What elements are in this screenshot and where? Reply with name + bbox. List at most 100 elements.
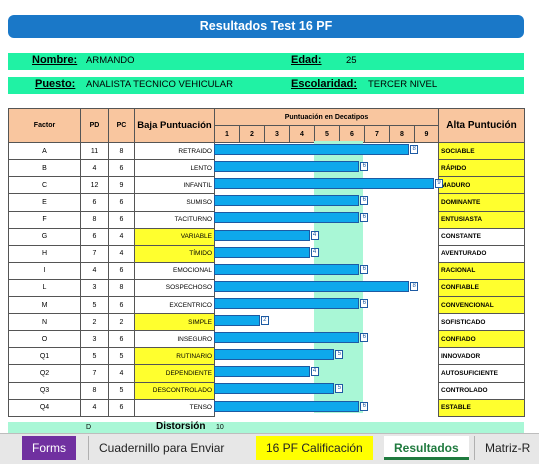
factor-cell[interactable]: O xyxy=(8,330,81,349)
pd-cell[interactable]: 6 xyxy=(80,193,109,212)
pc-cell[interactable]: 6 xyxy=(108,296,135,315)
escolaridad-value[interactable]: TERCER NIVEL xyxy=(368,79,438,90)
pc-cell[interactable]: 4 xyxy=(108,244,135,263)
tab-forms[interactable]: Forms xyxy=(22,436,76,460)
tab-matriz-r[interactable]: Matriz-R xyxy=(474,436,539,460)
pd-cell[interactable]: 4 xyxy=(80,261,109,280)
high-trait-cell[interactable]: ENTUSIASTA xyxy=(438,210,525,229)
table-row: Q4 4 6 TENSO ESTABLE xyxy=(8,398,525,417)
tab-resultados[interactable]: Resultados xyxy=(384,436,469,460)
edad-value[interactable]: 25 xyxy=(346,55,357,66)
factor-cell[interactable]: Q1 xyxy=(8,347,81,366)
table-row: B 4 6 LENTO RÁPIDO xyxy=(8,159,525,178)
chart-cell xyxy=(214,193,439,212)
high-trait-cell[interactable]: RÁPIDO xyxy=(438,159,525,178)
factor-cell[interactable]: B xyxy=(8,159,81,178)
pd-cell[interactable]: 7 xyxy=(80,364,109,383)
pd-cell[interactable]: 5 xyxy=(80,347,109,366)
low-trait-cell[interactable]: DESCONTROLADO xyxy=(134,381,215,400)
pd-cell[interactable]: 4 xyxy=(80,159,109,178)
low-trait-cell[interactable]: INSEGURO xyxy=(134,330,215,349)
pd-cell[interactable]: 7 xyxy=(80,244,109,263)
table-row: I 4 6 EMOCIONAL RACIONAL xyxy=(8,261,525,280)
scale-5: 5 xyxy=(314,125,340,144)
low-trait-cell[interactable]: RETRAIDO xyxy=(134,142,215,161)
high-trait-cell[interactable]: CONFIADO xyxy=(438,330,525,349)
factor-cell[interactable]: A xyxy=(8,142,81,161)
puesto-value[interactable]: ANALISTA TECNICO VEHICULAR xyxy=(86,79,233,90)
tab-16pf-calificacion[interactable]: 16 PF Calificación xyxy=(256,436,373,460)
high-trait-cell[interactable]: DOMINANTE xyxy=(438,193,525,212)
low-trait-cell[interactable]: INFANTIL xyxy=(134,176,215,195)
pc-cell[interactable]: 6 xyxy=(108,193,135,212)
pd-cell[interactable]: 8 xyxy=(80,381,109,400)
pd-cell[interactable]: 4 xyxy=(80,398,109,417)
pc-cell[interactable]: 5 xyxy=(108,381,135,400)
pc-cell[interactable]: 5 xyxy=(108,347,135,366)
info-row-name: Nombre: ARMANDO Edad: 25 xyxy=(8,53,524,70)
pd-cell[interactable]: 8 xyxy=(80,210,109,229)
pd-cell[interactable]: 2 xyxy=(80,313,109,332)
low-trait-cell[interactable]: TENSO xyxy=(134,398,215,417)
low-trait-cell[interactable]: VARIABLE xyxy=(134,227,215,246)
factor-cell[interactable]: G xyxy=(8,227,81,246)
high-trait-cell[interactable]: CONTROLADO xyxy=(438,381,525,400)
factor-cell[interactable]: L xyxy=(8,278,81,298)
factor-cell[interactable]: N xyxy=(8,313,81,332)
table-row: Q3 8 5 DESCONTROLADO CONTROLADO xyxy=(8,381,525,400)
pd-cell[interactable]: 12 xyxy=(80,176,109,195)
pc-cell[interactable]: 6 xyxy=(108,398,135,417)
factor-cell[interactable]: H xyxy=(8,244,81,263)
low-trait-cell[interactable]: TÍMIDO xyxy=(134,244,215,263)
pc-cell[interactable]: 9 xyxy=(108,176,135,195)
factor-cell[interactable]: E xyxy=(8,193,81,212)
pc-cell[interactable]: 6 xyxy=(108,261,135,280)
chart-cell xyxy=(214,279,439,297)
low-trait-cell[interactable]: EXCENTRICO xyxy=(134,296,215,315)
pc-cell[interactable]: 6 xyxy=(108,330,135,349)
tab-cuadernillo[interactable]: Cuadernillo para Enviar xyxy=(88,436,234,460)
pd-cell[interactable]: 11 xyxy=(80,142,109,161)
scale-6: 6 xyxy=(339,125,365,144)
low-trait-cell[interactable]: TACITURNO xyxy=(134,210,215,229)
low-trait-cell[interactable]: DEPENDIENTE xyxy=(134,364,215,383)
pc-cell[interactable]: 8 xyxy=(108,142,135,161)
factor-cell[interactable]: I xyxy=(8,261,81,280)
high-trait-cell[interactable]: RACIONAL xyxy=(438,261,525,280)
factor-cell[interactable]: F xyxy=(8,210,81,229)
pd-cell[interactable]: 6 xyxy=(80,227,109,246)
high-trait-cell[interactable]: AVENTURADO xyxy=(438,244,525,263)
low-trait-cell[interactable]: EMOCIONAL xyxy=(134,261,215,280)
pc-cell[interactable]: 8 xyxy=(108,278,135,298)
nombre-value[interactable]: ARMANDO xyxy=(86,55,135,66)
low-trait-cell[interactable]: RUTINARIO xyxy=(134,347,215,366)
high-trait-cell[interactable]: AUTOSUFICIENTE xyxy=(438,364,525,383)
high-trait-cell[interactable]: SOCIABLE xyxy=(438,142,525,161)
pd-cell[interactable]: 3 xyxy=(80,278,109,298)
spreadsheet-sheet[interactable]: Resultados Test 16 PF Nombre: ARMANDO Ed… xyxy=(0,0,539,433)
high-trait-cell[interactable]: MADURO xyxy=(438,176,525,195)
pc-cell[interactable]: 6 xyxy=(108,159,135,178)
low-trait-cell[interactable]: LENTO xyxy=(134,159,215,178)
high-trait-cell[interactable]: CONFIABLE xyxy=(438,278,525,298)
factor-cell[interactable]: Q2 xyxy=(8,364,81,383)
low-trait-cell[interactable]: SOSPECHOSO xyxy=(134,278,215,298)
high-trait-cell[interactable]: INNOVADOR xyxy=(438,347,525,366)
high-trait-cell[interactable]: CONSTANTE xyxy=(438,227,525,246)
pc-cell[interactable]: 4 xyxy=(108,227,135,246)
factor-cell[interactable]: Q3 xyxy=(8,381,81,400)
factor-cell[interactable]: Q4 xyxy=(8,398,81,417)
header-baja-puntuacion: Baja Puntuación xyxy=(134,107,215,144)
pc-cell[interactable]: 4 xyxy=(108,364,135,383)
high-trait-cell[interactable]: SOFISTICADO xyxy=(438,313,525,332)
pd-cell[interactable]: 5 xyxy=(80,296,109,315)
factor-cell[interactable]: M xyxy=(8,296,81,315)
pc-cell[interactable]: 2 xyxy=(108,313,135,332)
high-trait-cell[interactable]: ESTABLE xyxy=(438,398,525,417)
pc-cell[interactable]: 6 xyxy=(108,210,135,229)
high-trait-cell[interactable]: CONVENCIONAL xyxy=(438,296,525,315)
low-trait-cell[interactable]: SIMPLE xyxy=(134,313,215,332)
factor-cell[interactable]: C xyxy=(8,176,81,195)
low-trait-cell[interactable]: SUMISO xyxy=(134,193,215,212)
pd-cell[interactable]: 3 xyxy=(80,330,109,349)
